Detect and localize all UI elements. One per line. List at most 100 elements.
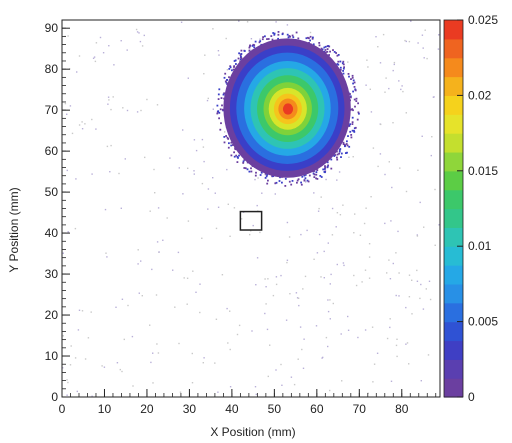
noise-dot [389,318,391,320]
spot-halo-dot [291,180,294,182]
spot-halo-dot [251,45,254,47]
noise-dot [329,389,331,392]
noise-dot [309,31,312,34]
noise-dot [327,299,329,301]
colorbar-step [444,114,463,134]
noise-dot [157,207,160,209]
spot-halo-dot [295,31,298,34]
spot-halo-dot [358,112,360,115]
spot-halo-dot [326,161,329,164]
noise-dot [336,263,338,266]
spot-halo-dot [218,88,221,91]
noise-dot [401,85,403,87]
noise-dot [110,144,112,147]
spot-halo-dot [334,154,337,156]
noise-dot [214,362,216,364]
noise-dot [92,57,95,59]
noise-dot [363,222,366,225]
noise-dot [199,283,201,285]
spot-band [282,103,294,115]
spot-halo-dot [356,118,359,121]
spot-halo-dot [320,47,323,50]
spot-halo-dot [305,37,308,40]
y-tick-label: 70 [45,103,59,117]
spot-halo-dot [309,39,311,42]
noise-dot [155,294,158,296]
spot-halo-dot [353,127,356,130]
spot-halo-dot [233,155,236,158]
colorbar-step [444,189,463,210]
noise-dot [318,233,321,236]
noise-dot [180,21,183,23]
spot-halo-dot [357,111,360,114]
spot-halo-dot [350,136,353,139]
spot-halo-dot [342,63,345,66]
noise-dot [388,161,390,163]
noise-dot [286,261,288,264]
noise-dot [66,169,68,172]
spot-halo-dot [342,143,345,145]
spot-halo-dot [319,175,322,177]
colorbar-step [444,133,463,153]
noise-dot [398,80,400,82]
noise-dot [138,32,140,34]
spot-halo-dot [230,154,233,157]
spot-halo-dot [354,88,357,91]
noise-dot [348,156,350,158]
spot-halo-dot [222,93,225,96]
noise-dot [332,302,334,305]
noise-dot [286,221,289,224]
spot-halo-dot [342,67,345,70]
colorbar-step [444,151,463,172]
x-tick-label: 10 [98,402,112,416]
noise-dot [259,38,261,40]
spot-halo-dot [345,152,347,154]
spot-halo-dot [243,159,246,161]
noise-dot [115,306,117,308]
noise-dot [93,56,96,58]
spot-halo-dot [278,180,281,182]
noise-dot [405,112,407,114]
spot-halo-dot [303,179,306,182]
colorbar-step [444,170,463,191]
noise-dot [217,50,220,52]
noise-dot [152,382,154,384]
noise-dot [340,333,342,335]
noise-dot [298,304,300,307]
spot-halo-dot [296,181,298,184]
spot-halo-dot [312,43,315,46]
spot-halo-dot [288,180,291,183]
noise-dot [354,213,356,215]
noise-dot [327,345,329,348]
noise-dot [87,337,90,339]
spot-halo-dot [232,68,235,71]
spot-halo-dot [311,37,314,40]
noise-dot [224,131,226,133]
noise-dot [236,333,239,336]
noise-dot [257,177,259,179]
spot-halo-dot [315,171,318,173]
spot-halo-dot [349,130,352,133]
spot-halo-dot [220,97,223,99]
noise-dot [66,113,68,115]
noise-dot [280,363,282,366]
spot-halo-dot [266,173,269,176]
spot-halo-dot [318,42,321,44]
noise-dot [408,274,411,276]
spot-halo-dot [235,154,238,157]
noise-dot [336,179,338,181]
noise-dot [286,24,289,26]
noise-dot [266,328,269,331]
colorbar-tick-label: 0.025 [468,13,498,27]
y-axis: 0 10 20 30 40 50 60 70 80 90 [45,19,70,404]
noise-dot [285,319,288,321]
noise-dot [280,274,282,277]
colorbar-step [444,95,463,115]
noise-dot [151,268,153,271]
noise-dot [103,366,106,368]
spot-halo-dot [352,109,354,112]
noise-dot [290,376,293,378]
noise-dot [74,357,77,359]
noise-dot [306,229,308,232]
